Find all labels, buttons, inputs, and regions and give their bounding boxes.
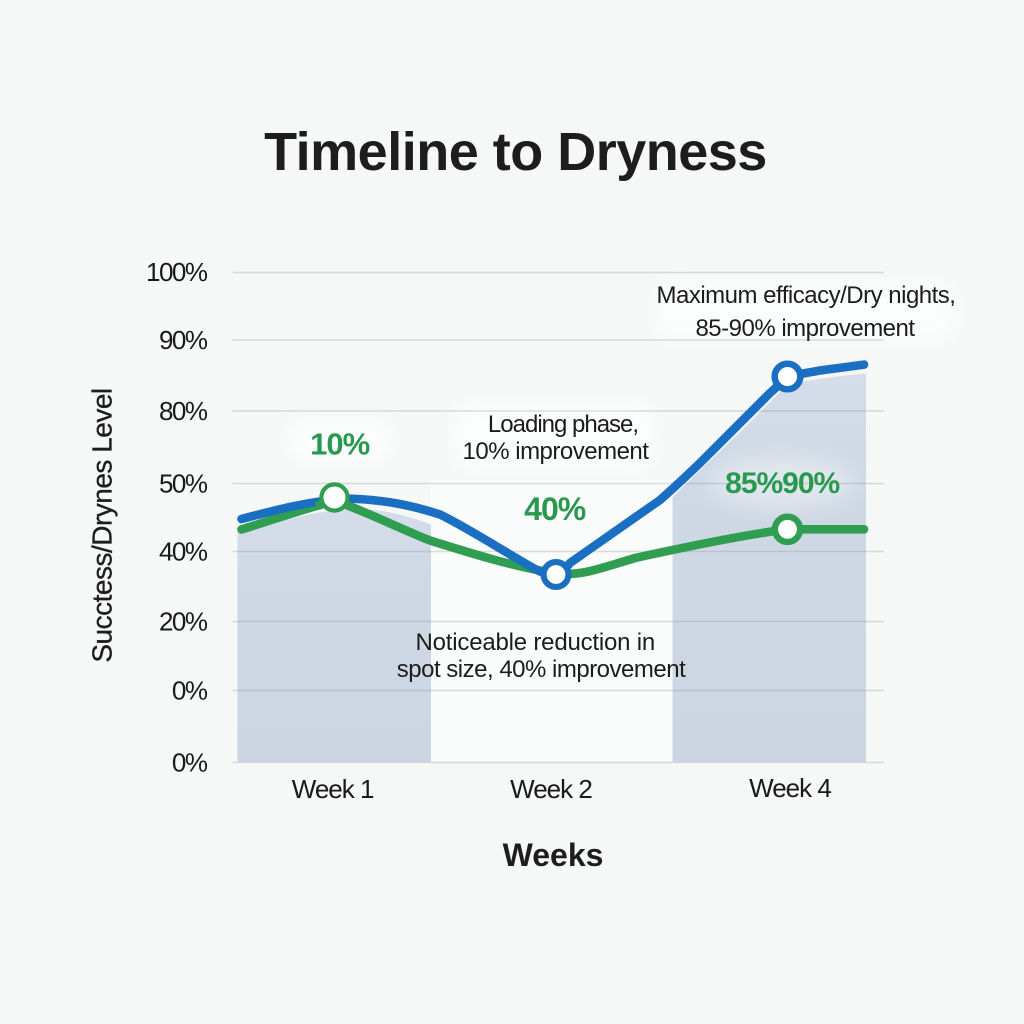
svg-text:0%: 0% [172, 748, 208, 778]
svg-text:spot size, 40% improvement: spot size, 40% improvement [397, 656, 686, 683]
svg-text:Week 2: Week 2 [510, 774, 592, 804]
svg-text:20%: 20% [159, 607, 208, 637]
svg-text:0%: 0% [172, 676, 208, 706]
svg-text:40%: 40% [159, 537, 208, 567]
svg-text:10% improvement: 10% improvement [463, 438, 650, 465]
svg-text:Noticeable reduction in: Noticeable reduction in [416, 629, 656, 656]
svg-text:Weeks: Weeks [503, 837, 604, 873]
svg-text:40%: 40% [524, 491, 586, 527]
svg-text:Loading phase,: Loading phase, [488, 411, 638, 438]
svg-text:50%: 50% [159, 469, 208, 499]
svg-text:Succtess/Drynes Level: Succtess/Drynes Level [87, 388, 118, 662]
svg-text:85%90%: 85%90% [725, 467, 839, 500]
svg-text:Week 4: Week 4 [749, 773, 831, 803]
svg-text:80%: 80% [159, 396, 208, 426]
svg-text:Week 1: Week 1 [292, 774, 374, 804]
svg-text:10%: 10% [310, 427, 369, 462]
svg-text:85-90% improvement: 85-90% improvement [695, 315, 915, 342]
svg-text:90%: 90% [159, 325, 208, 355]
svg-text:Timeline to Dryness: Timeline to Dryness [264, 122, 767, 182]
svg-text:Maximum efficacy/Dry nights,: Maximum efficacy/Dry nights, [657, 282, 956, 309]
svg-text:100%: 100% [146, 257, 208, 287]
